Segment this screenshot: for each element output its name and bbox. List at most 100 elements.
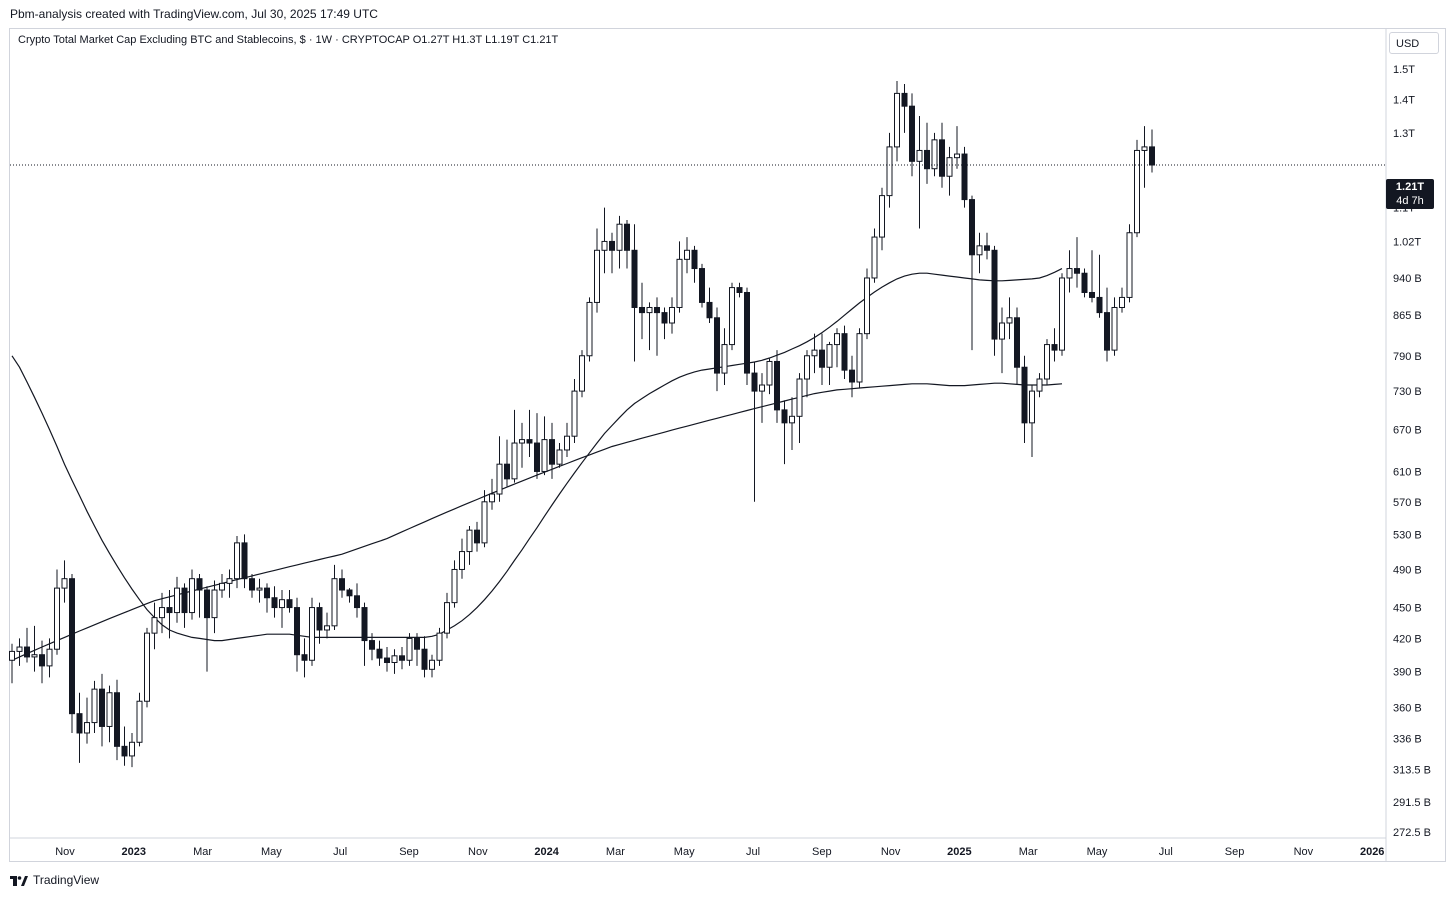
time-tick-label: May [1087, 846, 1108, 858]
candle [804, 350, 810, 398]
candle-body-up [1126, 232, 1133, 298]
candle [384, 647, 390, 672]
candle-body-down [774, 360, 780, 411]
candle [354, 583, 360, 618]
candle [331, 564, 338, 630]
time-tick-label: Mar [606, 846, 625, 858]
candle-body-down [901, 92, 908, 107]
candle [121, 726, 128, 766]
candle-body-down [414, 637, 420, 650]
price-tick-label: 390 B [1393, 667, 1422, 679]
candle [114, 679, 120, 761]
candle [241, 534, 248, 589]
candle [159, 592, 165, 634]
price-tick-label: 670 B [1393, 424, 1422, 436]
candle-body-up [789, 415, 795, 424]
candle-body-down [549, 439, 555, 465]
candle [811, 333, 818, 374]
candle-body-down [369, 640, 375, 650]
candle [886, 132, 893, 208]
symbol-legend[interactable]: Crypto Total Market Cap Excluding BTC an… [18, 34, 559, 46]
candle-body-up [429, 659, 435, 670]
candle [766, 358, 773, 395]
candle [174, 576, 180, 623]
candle-body-down [939, 139, 945, 177]
candle [204, 586, 210, 672]
bar-countdown: 4d 7h [1396, 195, 1424, 207]
candle [601, 207, 608, 274]
candle [916, 116, 923, 229]
candle-body-down [339, 578, 345, 591]
currency-button[interactable]: USD [1389, 32, 1439, 54]
candle [1081, 268, 1088, 298]
time-tick-label: Sep [812, 846, 832, 858]
candle [841, 325, 848, 380]
candle [1014, 307, 1020, 386]
tradingview-logo-icon [10, 875, 28, 886]
candle-body-down [661, 312, 668, 324]
candle-body-up [61, 578, 68, 589]
candle [969, 195, 975, 351]
candle [279, 590, 285, 628]
candle-body-down [294, 607, 300, 656]
tradingview-footer[interactable]: TradingView [10, 873, 99, 887]
candle-body-up [16, 646, 23, 652]
candle-body-down [924, 149, 930, 170]
candle-body-up [459, 551, 465, 570]
candle-body-up [541, 439, 548, 472]
candle-body-up [1066, 268, 1073, 279]
candle [789, 397, 795, 450]
candle-body-down [69, 578, 75, 715]
candle-body-down [241, 542, 248, 580]
candle [324, 612, 330, 639]
candle [961, 146, 968, 208]
candle [489, 478, 495, 510]
candle-body-up [916, 149, 923, 162]
candle [849, 355, 855, 398]
candle-body-up [721, 344, 728, 374]
candle [744, 287, 750, 386]
candle [856, 328, 863, 389]
candle [286, 590, 293, 613]
candle-body-up [234, 542, 240, 580]
candle [376, 640, 383, 666]
price-tick-label: 790 B [1393, 351, 1422, 363]
candle-body-up [46, 648, 53, 667]
candle-body-down [751, 372, 758, 392]
candle-body-down [316, 607, 323, 631]
candle-body-down [264, 587, 270, 599]
price-tick-label: 272.5 B [1393, 827, 1431, 839]
candle [834, 328, 840, 368]
price-tick-label: 291.5 B [1393, 797, 1431, 809]
candle [69, 574, 75, 733]
time-tick-label: Sep [399, 846, 419, 858]
price-tick-label: 1.02T [1393, 236, 1421, 248]
candle-body-down [706, 301, 713, 319]
candle-body-up [601, 240, 608, 251]
candle [796, 373, 803, 444]
candle-body-up [256, 587, 263, 591]
candle-body-up [406, 637, 413, 661]
candle-body-down [609, 240, 615, 251]
time-tick-label: Mar [193, 846, 212, 858]
candle [264, 583, 270, 613]
candle [564, 422, 570, 458]
candle [594, 228, 600, 313]
candle [399, 647, 405, 670]
candle [1059, 273, 1065, 356]
candle-body-up [226, 578, 233, 584]
candle-body-up [894, 92, 900, 148]
candle-body-up [571, 390, 578, 437]
candle [129, 732, 135, 768]
candle [826, 341, 833, 386]
candle [249, 574, 255, 598]
candle [901, 84, 908, 133]
candle-body-down [271, 597, 278, 609]
candle-body-up [646, 306, 653, 314]
candle [1119, 287, 1125, 313]
candle-body-down [376, 648, 383, 659]
candle-body-up [144, 632, 150, 702]
time-scale[interactable]: Nov 2023 Mar May Jul Sep Nov 2024 Mar May Jul Sep No… [55, 846, 1384, 858]
